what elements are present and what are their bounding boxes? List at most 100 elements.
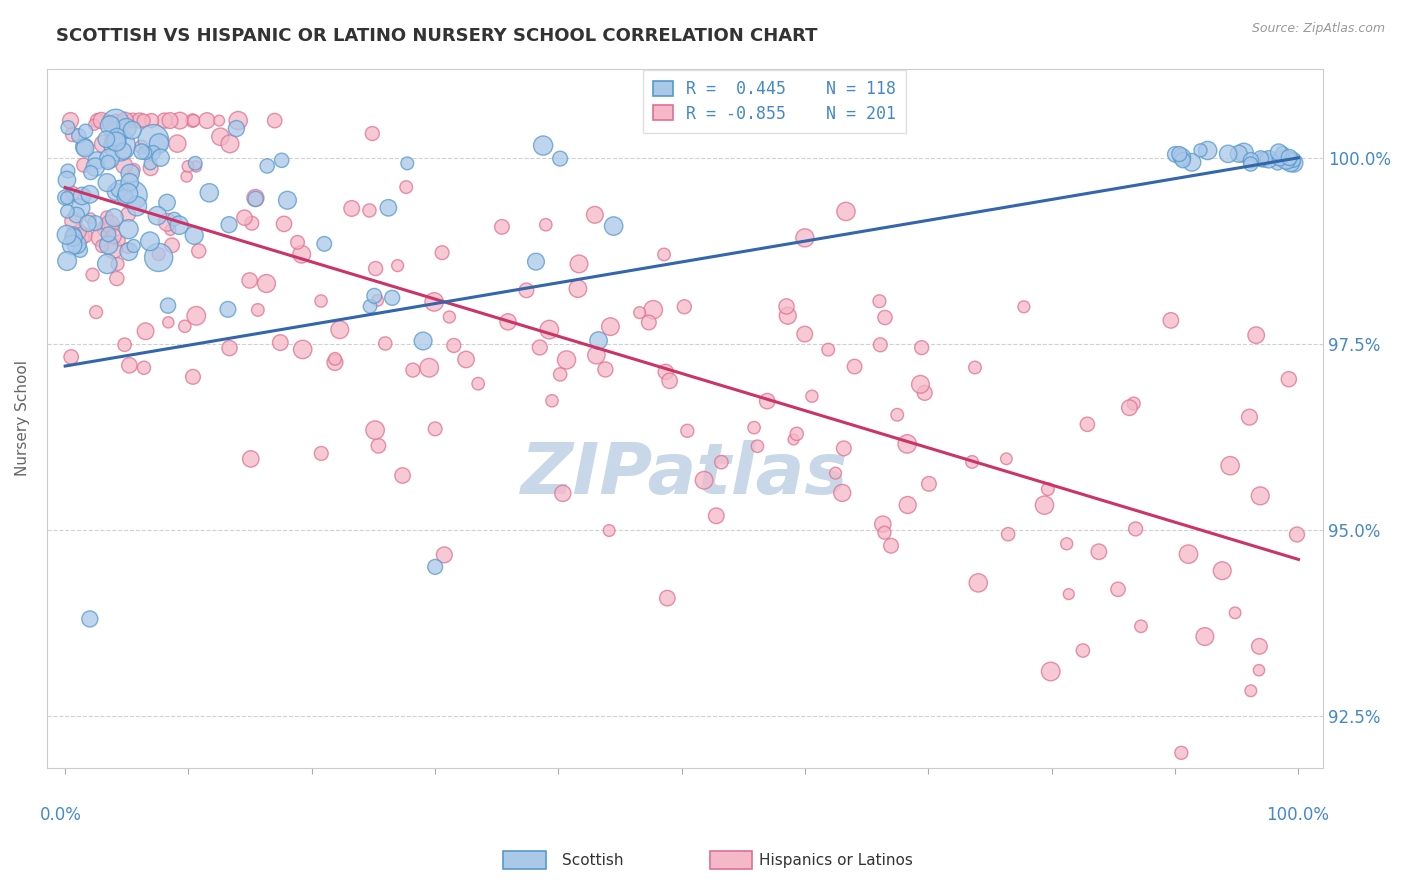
Point [114, 337, 136, 351]
Legend: R =  0.445    N = 118, R = -0.855    N = 201: R = 0.445 N = 118, R = -0.855 N = 201 [643, 70, 905, 133]
Point [219, 136, 242, 151]
Point [340, 202, 363, 216]
Point [291, 247, 314, 261]
Point [132, 360, 155, 375]
Point [82, 268, 104, 282]
Point [1233, 145, 1256, 160]
Point [209, 129, 232, 144]
Point [69, 201, 91, 215]
Point [79, 612, 101, 626]
Point [187, 244, 209, 258]
Point [583, 208, 606, 222]
Point [443, 338, 465, 352]
Point [1189, 144, 1212, 158]
Point [588, 334, 610, 348]
Point [704, 508, 727, 523]
Point [886, 408, 908, 422]
Point [156, 195, 179, 210]
Point [599, 319, 621, 334]
Point [73, 140, 96, 154]
Point [1271, 146, 1294, 161]
Point [1057, 587, 1080, 601]
Point [240, 216, 263, 230]
Point [89, 230, 111, 244]
Point [80, 166, 103, 180]
Point [91, 239, 114, 253]
Point [96, 176, 118, 190]
Point [1239, 410, 1261, 425]
Point [1181, 155, 1204, 169]
Point [1171, 153, 1194, 168]
Point [269, 335, 291, 350]
Point [396, 156, 419, 170]
Point [377, 201, 399, 215]
Point [56, 120, 79, 135]
Point [433, 548, 456, 562]
Point [83, 118, 105, 132]
Point [381, 291, 404, 305]
Point [439, 310, 461, 324]
Point [111, 113, 134, 128]
Point [181, 369, 204, 384]
Point [1282, 153, 1305, 167]
Point [1122, 396, 1144, 410]
Point [97, 227, 120, 242]
Point [84, 305, 107, 319]
Point [62, 214, 84, 228]
Point [117, 207, 139, 221]
Point [114, 190, 136, 204]
Point [655, 365, 678, 379]
Point [361, 127, 384, 141]
Point [114, 113, 136, 128]
Text: 100.0%: 100.0% [1267, 806, 1330, 824]
Point [141, 113, 163, 128]
Point [710, 455, 733, 469]
Point [176, 169, 198, 184]
Point [98, 152, 121, 166]
Point [747, 439, 769, 453]
Point [121, 123, 143, 137]
Point [146, 209, 169, 223]
Point [75, 228, 97, 243]
Point [166, 136, 188, 151]
Point [1218, 146, 1240, 161]
Point [148, 251, 170, 265]
Point [60, 350, 83, 364]
Point [291, 343, 314, 357]
Point [775, 300, 797, 314]
Point [181, 113, 204, 128]
Point [963, 360, 986, 375]
Point [55, 227, 77, 242]
Point [782, 433, 804, 447]
Point [118, 175, 141, 189]
Point [157, 315, 180, 329]
Point [56, 173, 79, 187]
Point [96, 210, 118, 224]
Point [96, 257, 118, 271]
Point [160, 238, 183, 252]
Point [1076, 417, 1098, 432]
Point [67, 128, 90, 143]
Point [914, 385, 936, 400]
Point [100, 219, 122, 234]
Point [98, 119, 121, 133]
Point [186, 309, 208, 323]
Point [496, 315, 519, 329]
Point [287, 235, 309, 250]
Point [391, 468, 413, 483]
Point [756, 394, 779, 409]
Point [873, 525, 896, 540]
Point [323, 351, 346, 366]
Point [256, 159, 278, 173]
Point [652, 247, 675, 261]
Point [98, 217, 121, 231]
Point [132, 113, 155, 128]
Point [184, 160, 207, 174]
Point [425, 422, 447, 436]
Point [105, 130, 128, 145]
Point [1168, 147, 1191, 161]
Point [273, 217, 295, 231]
Point [198, 186, 221, 200]
Point [103, 243, 125, 257]
Point [1278, 150, 1301, 164]
